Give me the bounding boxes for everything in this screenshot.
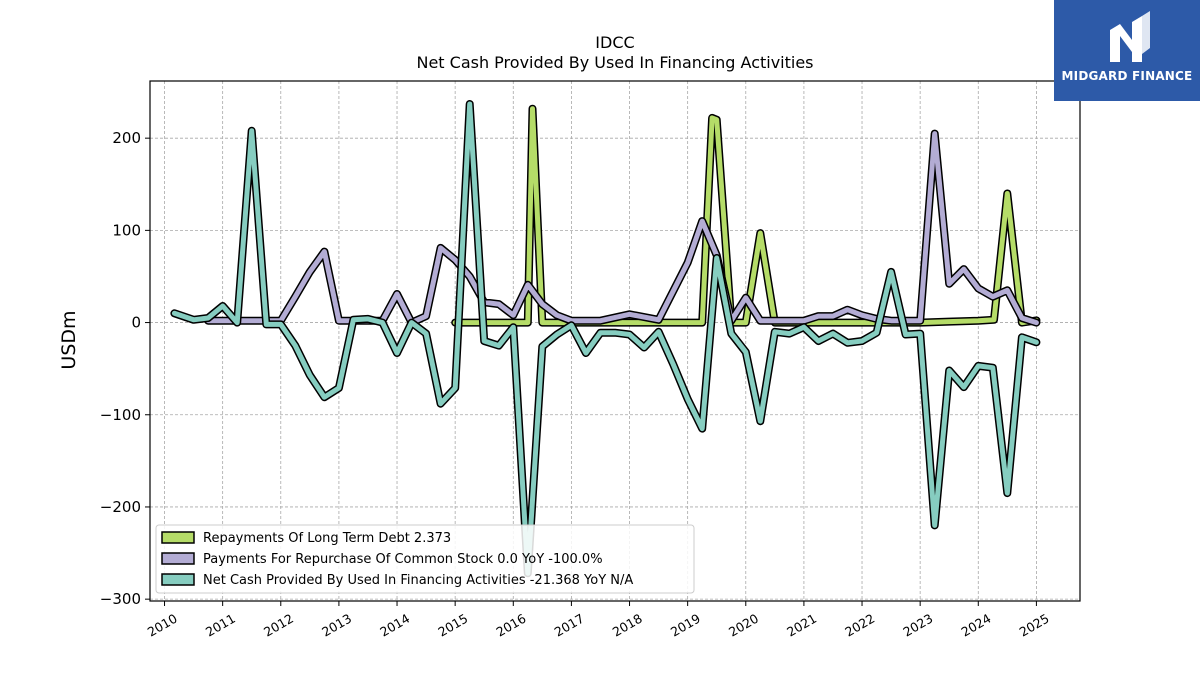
legend-swatch	[161, 573, 195, 586]
x-tick-label: 2015	[435, 611, 470, 640]
x-tick-label: 2023	[900, 611, 935, 640]
y-tick-label: 100	[112, 221, 141, 239]
y-tick-label: 0	[131, 314, 141, 332]
x-tick-label: 2011	[203, 611, 238, 640]
y-tick-label: −100	[100, 406, 141, 424]
x-tick-label: 2025	[1017, 611, 1052, 640]
series-line	[205, 131, 1039, 326]
legend-label: Payments For Repurchase Of Common Stock …	[203, 552, 603, 567]
x-tick-label: 2022	[842, 611, 877, 640]
series-1	[451, 104, 1041, 327]
chart-subtitle: Net Cash Provided By Used In Financing A…	[416, 53, 813, 72]
y-tick-label: −200	[100, 498, 141, 516]
x-tick-label: 2014	[377, 611, 412, 640]
logo-mark-icon	[1110, 11, 1150, 62]
x-tick-label: 2020	[726, 611, 761, 640]
y-tick-label: −300	[100, 590, 141, 608]
chart-title: IDCC	[595, 33, 634, 52]
legend-item: Payments For Repurchase Of Common Stock …	[161, 552, 603, 567]
x-tick-label: 2013	[319, 611, 354, 640]
series-line	[452, 106, 1039, 326]
legend-box	[155, 524, 695, 594]
x-tick-label: 2019	[668, 611, 703, 640]
plot-frame	[149, 80, 1081, 602]
legend-swatch	[161, 552, 195, 565]
legend-item: Repayments Of Long Term Debt 2.373	[161, 531, 451, 546]
series-3	[170, 100, 1041, 578]
y-tick-label: 200	[112, 129, 141, 147]
legend-swatch	[161, 531, 195, 544]
x-tick-label: 2012	[261, 611, 296, 640]
series-lines	[170, 100, 1041, 578]
brand-logo: MIDGARD FINANCE	[1054, 0, 1200, 101]
x-tick-label: 2021	[784, 611, 819, 640]
brand-name: MIDGARD FINANCE	[1061, 69, 1193, 83]
legend-item: Net Cash Provided By Used In Financing A…	[161, 573, 633, 588]
legend: Repayments Of Long Term Debt 2.373 Paymen…	[155, 524, 695, 594]
series-line	[171, 101, 1039, 576]
x-tick-label: 2017	[552, 611, 587, 640]
y-axis-label: USDm	[58, 310, 80, 369]
x-axis: 2010 2011 2012 2013 2014 2015 2016 2017 2018 2019…	[145, 601, 1052, 640]
legend-label: Net Cash Provided By Used In Financing A…	[203, 573, 633, 588]
x-tick-label: 2024	[959, 611, 994, 640]
x-tick-label: 2016	[494, 611, 529, 640]
series-2	[204, 129, 1041, 327]
x-tick-label: 2018	[610, 611, 645, 640]
legend-label: Repayments Of Long Term Debt 2.373	[203, 531, 451, 546]
y-axis: −300 −200 −100 0 100 200	[100, 129, 150, 608]
x-tick-label: 2010	[145, 611, 180, 640]
series-line-outline	[170, 100, 1041, 578]
